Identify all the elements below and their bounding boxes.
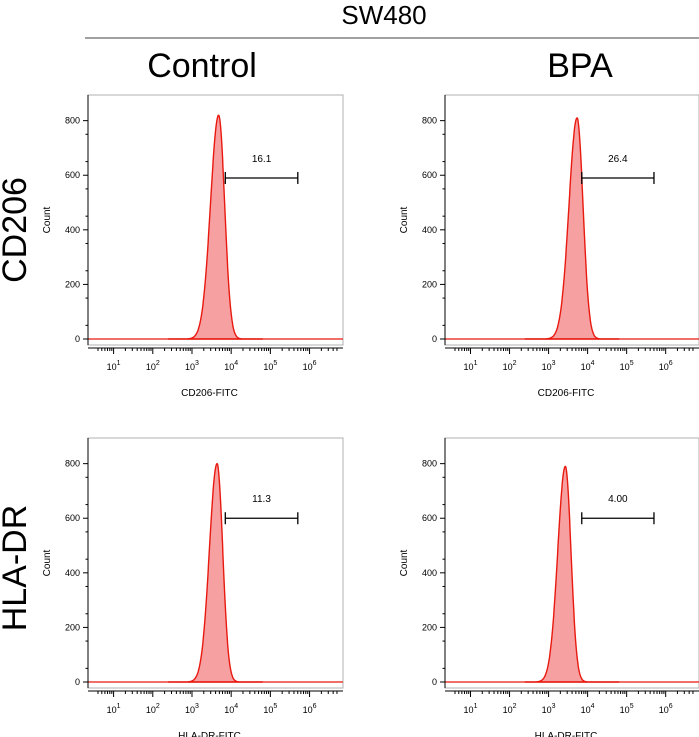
x-tick-label: 103 <box>185 360 199 372</box>
y-axis-label: Count <box>399 549 410 576</box>
x-tick-label: 106 <box>659 703 673 715</box>
panel-1: 0 200 400 600 800 Count 101 102 103 104 105 106 CD20… <box>399 94 699 399</box>
row-label-cd206: CD206 <box>0 177 34 283</box>
x-tick-label: 106 <box>659 360 673 372</box>
y-tick-label: 200 <box>422 622 437 632</box>
y-tick-label: 600 <box>422 513 437 523</box>
x-tick-label: 105 <box>263 360 277 372</box>
y-tick-label: 200 <box>422 279 437 289</box>
x-tick-label: 105 <box>620 703 634 715</box>
x-axis-label: CD206-FITC <box>538 388 595 399</box>
y-axis-label: Count <box>399 206 410 233</box>
x-tick-label: 106 <box>303 360 317 372</box>
histogram-curve <box>167 114 264 340</box>
x-tick-label: 104 <box>224 360 238 372</box>
x-tick-label: 103 <box>185 703 199 715</box>
histogram-curve <box>524 465 620 683</box>
x-tick-label: 105 <box>620 360 634 372</box>
x-tick-label: 101 <box>107 703 121 715</box>
x-tick-label: 106 <box>303 703 317 715</box>
y-tick-label: 800 <box>422 459 437 469</box>
x-axis-label: HLA-DR-FITC <box>535 731 598 737</box>
y-tick-label: 0 <box>75 677 80 687</box>
y-tick-label: 200 <box>65 279 80 289</box>
x-axis-label: CD206-FITC <box>181 388 238 399</box>
x-tick-label: 102 <box>146 703 160 715</box>
column-label-bpa: BPA <box>547 47 613 85</box>
y-tick-label: 0 <box>432 334 437 344</box>
x-tick-label: 102 <box>503 703 517 715</box>
gate-percent-label: 26.4 <box>608 154 628 165</box>
y-tick-label: 800 <box>65 116 80 126</box>
column-label-control: Control <box>147 47 257 85</box>
y-tick-label: 0 <box>432 677 437 687</box>
y-tick-label: 800 <box>65 459 80 469</box>
x-axis-label: HLA-DR-FITC <box>178 731 241 737</box>
panel-3: 0 200 400 600 800 Count 101 102 103 104 105 106 HLA-… <box>399 437 699 737</box>
y-tick-label: 400 <box>422 568 437 578</box>
row-label-hla-dr: HLA-DR <box>0 505 34 632</box>
x-tick-label: 103 <box>542 703 556 715</box>
panel-2: 0 200 400 600 800 Count 101 102 103 104 105 106 HLA-… <box>42 437 344 737</box>
x-tick-label: 104 <box>224 703 238 715</box>
figure-title: SW480 <box>341 0 426 30</box>
histogram-curve <box>524 117 620 340</box>
x-tick-label: 105 <box>263 703 277 715</box>
y-axis-label: Count <box>42 549 53 576</box>
panel-0: 0 200 400 600 800 Count 101 102 103 104 105 106 CD20… <box>42 94 344 399</box>
y-tick-label: 400 <box>65 225 80 235</box>
y-tick-label: 400 <box>422 225 437 235</box>
y-tick-label: 200 <box>65 622 80 632</box>
y-tick-label: 0 <box>75 334 80 344</box>
x-tick-label: 102 <box>146 360 160 372</box>
y-tick-label: 400 <box>65 568 80 578</box>
x-tick-label: 103 <box>542 360 556 372</box>
y-tick-label: 600 <box>422 170 437 180</box>
x-tick-label: 101 <box>107 360 121 372</box>
x-tick-label: 102 <box>503 360 517 372</box>
gate-percent-label: 11.3 <box>252 494 271 505</box>
x-tick-label: 101 <box>464 703 478 715</box>
y-tick-label: 600 <box>65 513 80 523</box>
y-axis-label: Count <box>42 206 53 233</box>
gate-percent-label: 4.00 <box>608 494 628 505</box>
gate-percent-label: 16.1 <box>252 154 272 165</box>
y-tick-label: 600 <box>65 170 80 180</box>
y-tick-label: 800 <box>422 116 437 126</box>
x-tick-label: 104 <box>581 703 595 715</box>
x-tick-label: 104 <box>581 360 595 372</box>
histogram-curve <box>167 462 264 683</box>
x-tick-label: 101 <box>464 360 478 372</box>
